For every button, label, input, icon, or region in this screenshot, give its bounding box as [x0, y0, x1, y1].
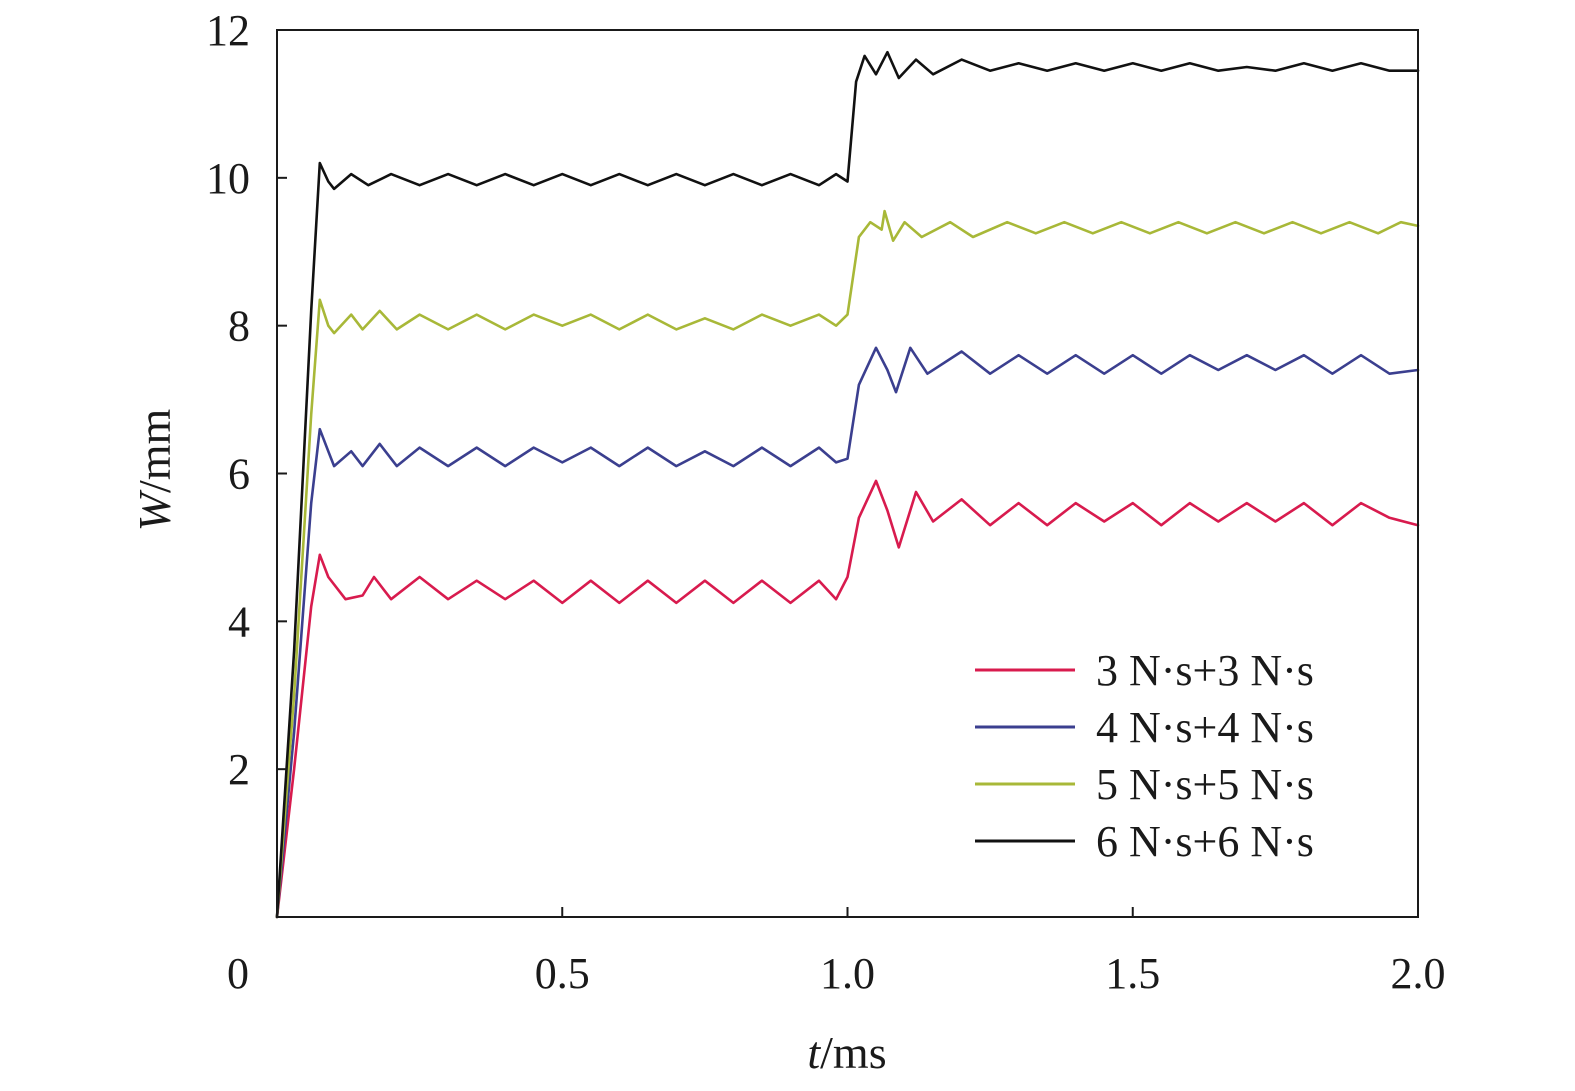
- x-axis-label: t/ms: [807, 1027, 886, 1078]
- y-tick-label: 6: [228, 450, 250, 499]
- y-axis-label: W/mm: [129, 408, 180, 531]
- x-tick-label: 1.0: [820, 949, 875, 998]
- y-tick-label: 2: [228, 745, 250, 794]
- x-tick-label: 1.5: [1105, 949, 1160, 998]
- legend-label-1: 3 N·s+3 N·s: [1096, 646, 1314, 695]
- legend: 3 N·s+3 N·s 4 N·s+4 N·s 5 N·s+5 N·s 6 N·s+6…: [975, 646, 1314, 866]
- x-tick-label: 2.0: [1391, 949, 1446, 998]
- series-line-1: [275, 479, 1420, 919]
- y-axis-label-unit: /mm: [129, 408, 180, 493]
- y-tick-label: 10: [206, 154, 250, 203]
- series-layer: [275, 50, 1420, 919]
- y-axis-label-var: W: [129, 489, 180, 531]
- series-line-4: [275, 50, 1420, 919]
- legend-label-2: 4 N·s+4 N·s: [1096, 703, 1314, 752]
- x-tick-label: 0.5: [535, 949, 590, 998]
- ticks-layer: 0.5 1.0 1.5 2.0 2 4 6 8 10 12: [206, 6, 1446, 998]
- origin-label: 0: [227, 949, 249, 998]
- legend-label-3: 5 N·s+5 N·s: [1096, 760, 1314, 809]
- y-tick-label: 4: [228, 597, 250, 646]
- x-axis-label-var: t: [807, 1027, 821, 1078]
- legend-label-4: 6 N·s+6 N·s: [1096, 817, 1314, 866]
- y-tick-label: 8: [228, 302, 250, 351]
- series-line-2: [275, 346, 1420, 919]
- y-tick-label: 12: [206, 6, 250, 55]
- series-line-3: [275, 209, 1420, 919]
- x-axis-label-unit: /ms: [820, 1027, 886, 1078]
